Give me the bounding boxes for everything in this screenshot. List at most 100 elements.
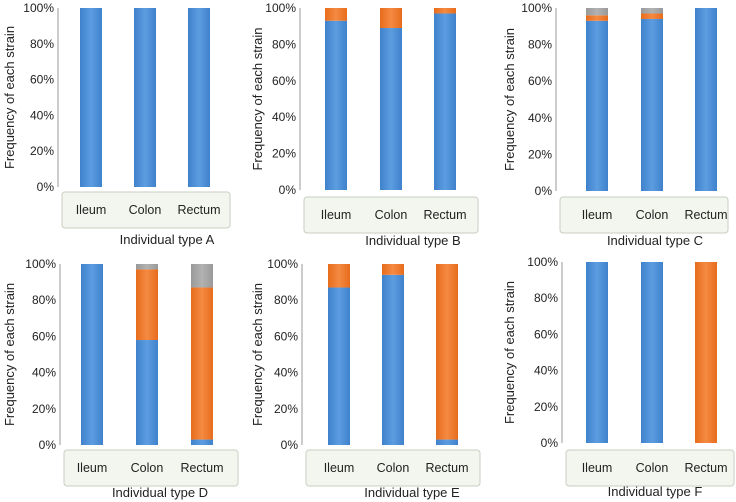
y-tick-label: 0%: [279, 183, 297, 197]
chart-panel-4: 0% 20% 40% 60% 80% 100% Frequency of each stra…: [2, 257, 239, 500]
category-axis-box: [61, 191, 231, 229]
y-axis-title: Frequency of each strain: [2, 283, 17, 426]
y-tick-label: 40%: [534, 364, 558, 378]
y-tick-label: 80%: [32, 293, 56, 307]
x-tick-label-rectum: Rectum: [177, 203, 220, 217]
y-tick-label: 60%: [32, 329, 56, 343]
x-tick-label-ileum: Ileum: [76, 203, 107, 217]
bar-blue-rectum: [436, 439, 458, 445]
y-tick-label: 40%: [272, 110, 296, 124]
y-axis-title: Frequency of each strain: [502, 28, 517, 171]
y-tick-label: 40%: [32, 366, 56, 380]
y-tick-label: 20%: [274, 402, 298, 416]
bar-orange-rectum: [191, 287, 213, 440]
category-axis-box: [303, 196, 479, 234]
chart-title: Individual type C: [607, 233, 703, 248]
x-tick-label-colon: Colon: [636, 461, 669, 475]
bar-blue-rectum: [191, 439, 213, 445]
bar-blue-ileum: [80, 8, 102, 187]
x-tick-label-ileum: Ileum: [321, 208, 352, 222]
y-tick-label: 0%: [39, 438, 57, 452]
y-tick-label: 80%: [534, 291, 558, 305]
chart-panel-6: 0% 20% 40% 60% 80% 100% Frequency of each stra…: [502, 255, 735, 499]
bar-gray-colon: [641, 8, 663, 14]
y-tick-label: 20%: [272, 147, 296, 161]
chart-panel-2: 0% 20% 40% 60% 80% 100%Frequency of each stra…: [250, 1, 479, 248]
bar-blue-colon: [641, 18, 663, 192]
chart-title: Individual type B: [365, 233, 460, 248]
x-tick-label-rectum: Rectum: [684, 208, 727, 222]
category-axis-box: [305, 449, 481, 487]
y-tick-label: 0%: [535, 184, 553, 198]
x-tick-label-colon: Colon: [375, 208, 408, 222]
bar-blue-rectum: [434, 13, 456, 190]
y-tick-label: 60%: [30, 73, 54, 87]
y-tick-label: 40%: [30, 108, 54, 122]
x-tick-label-colon: Colon: [636, 208, 669, 222]
bar-blue-rectum: [695, 8, 717, 191]
bar-blue-colon: [382, 274, 404, 445]
y-tick-label: 80%: [274, 293, 298, 307]
bar-orange-colon: [641, 13, 663, 19]
y-tick-label: 20%: [534, 400, 558, 414]
x-tick-label-colon: Colon: [129, 203, 162, 217]
y-tick-label: 40%: [274, 366, 298, 380]
chart-title: Individual type E: [364, 485, 460, 500]
bar-blue-rectum: [188, 8, 210, 187]
bar-blue-colon: [380, 28, 402, 190]
bar-blue-ileum: [328, 287, 350, 445]
bar-blue-colon: [641, 262, 663, 443]
chart-title: Individual type A: [120, 232, 215, 247]
y-axis-title: Frequency of each strain: [250, 27, 265, 170]
chart-title: Individual type F: [608, 484, 703, 499]
x-tick-label-rectum: Rectum: [425, 461, 468, 475]
y-tick-label: 0%: [37, 180, 55, 194]
y-tick-label: 0%: [281, 438, 299, 452]
y-tick-label: 0%: [541, 436, 559, 450]
x-tick-label-rectum: Rectum: [423, 208, 466, 222]
category-axis-box: [559, 196, 729, 234]
y-tick-label: 60%: [272, 74, 296, 88]
y-tick-label: 80%: [30, 37, 54, 51]
bar-orange-rectum: [434, 8, 456, 14]
y-tick-label: 20%: [528, 147, 552, 161]
y-tick-label: 100%: [521, 1, 552, 15]
category-axis-box: [565, 449, 735, 487]
bar-gray-colon: [136, 264, 158, 270]
y-tick-label: 20%: [32, 402, 56, 416]
y-axis-title: Frequency of each strain: [502, 281, 517, 424]
y-tick-label: 60%: [528, 74, 552, 88]
y-tick-label: 80%: [528, 38, 552, 52]
x-tick-label-colon: Colon: [377, 461, 410, 475]
x-tick-label-rectum: Rectum: [684, 461, 727, 475]
y-tick-label: 20%: [30, 144, 54, 158]
y-tick-label: 100%: [267, 257, 298, 271]
bar-blue-ileum: [325, 20, 347, 190]
bar-orange-ileum: [586, 15, 608, 21]
y-tick-label: 100%: [25, 257, 56, 271]
bar-blue-ileum: [586, 20, 608, 192]
x-tick-label-colon: Colon: [131, 461, 164, 475]
bar-orange-ileum: [325, 8, 347, 21]
y-tick-label: 80%: [272, 37, 296, 51]
y-tick-label: 100%: [265, 1, 296, 15]
chart-title: Individual type D: [112, 485, 208, 500]
bar-blue-ileum: [81, 264, 103, 445]
bar-orange-rectum: [695, 262, 717, 443]
y-axis-title: Frequency of each strain: [250, 283, 265, 426]
x-tick-label-ileum: Ileum: [582, 208, 613, 222]
bar-orange-colon: [380, 8, 402, 29]
category-axis-box: [63, 449, 239, 487]
bar-orange-colon: [382, 264, 404, 275]
x-tick-label-ileum: Ileum: [324, 461, 355, 475]
chart-panel-1: 0% 20% 40% 60% 80% 100% Frequency of each stra…: [2, 1, 231, 247]
x-tick-label-ileum: Ileum: [582, 461, 613, 475]
y-tick-label: 100%: [23, 1, 54, 15]
y-tick-label: 40%: [528, 111, 552, 125]
bar-orange-colon: [136, 269, 158, 341]
x-tick-label-ileum: Ileum: [77, 461, 108, 475]
y-axis-title: Frequency of each strain: [2, 26, 17, 169]
chart-panel-3: 0% 20% 40% 60% 80% 100% Frequency of each stra…: [502, 1, 729, 248]
bar-blue-colon: [136, 340, 158, 445]
